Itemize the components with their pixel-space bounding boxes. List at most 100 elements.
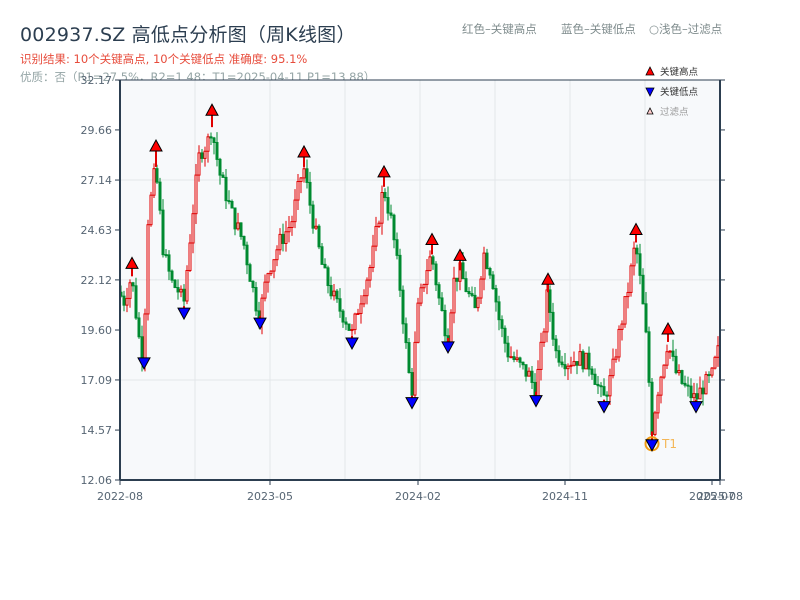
candle-down xyxy=(200,152,204,159)
candle-down xyxy=(464,278,468,293)
candle-down xyxy=(281,233,285,245)
candle-up xyxy=(509,356,513,359)
candle-up xyxy=(374,225,378,247)
x-tick-label: 2024-11 xyxy=(542,490,588,503)
result-summary: 识别结果: 10个关键高点, 10个关键低点 准确度: 95.1% xyxy=(20,52,308,66)
y-tick-label: 17.09 xyxy=(81,374,113,387)
candle-down xyxy=(554,338,558,352)
candle-down xyxy=(239,222,243,237)
candle-down xyxy=(224,176,228,202)
candle-down xyxy=(209,136,213,139)
candle-up xyxy=(356,312,360,315)
candle-up xyxy=(272,259,276,272)
candle-down xyxy=(317,225,321,248)
candle-up xyxy=(263,281,267,299)
candle-down xyxy=(437,284,441,299)
y-tick-label: 27.14 xyxy=(81,174,113,187)
candle-down xyxy=(344,321,348,325)
legend-filtered-icon xyxy=(646,107,654,115)
candle-down xyxy=(473,294,477,309)
low-marker-icon xyxy=(253,317,267,331)
candle-down xyxy=(173,279,177,289)
low-marker-icon xyxy=(137,357,151,370)
candle-up xyxy=(332,290,336,297)
candle-down xyxy=(524,364,528,377)
high-marker-icon xyxy=(205,103,219,116)
candle-down xyxy=(431,256,435,265)
candle-up xyxy=(692,393,696,399)
candle-down xyxy=(470,293,474,296)
candle-up xyxy=(197,152,201,176)
candle-down xyxy=(245,244,249,266)
top-legend-light-label: ○浅色–过滤点 xyxy=(649,22,723,36)
candle-down xyxy=(161,209,165,256)
candle-up xyxy=(149,194,153,226)
candle-down xyxy=(176,287,180,293)
candle-up xyxy=(626,291,630,298)
candle-down xyxy=(680,370,684,384)
candle-down xyxy=(560,361,564,366)
candle-up xyxy=(425,270,429,285)
high-marker-icon xyxy=(629,222,643,236)
candle-up xyxy=(611,358,615,377)
candle-down xyxy=(164,254,168,257)
candle-up xyxy=(578,351,582,366)
candle-up xyxy=(584,352,588,370)
candle-up xyxy=(290,221,294,229)
y-tick-label: 22.12 xyxy=(81,274,113,287)
high-marker-icon xyxy=(661,321,675,335)
candle-up xyxy=(236,222,240,230)
candle-down xyxy=(182,288,186,302)
candle-down xyxy=(488,268,492,276)
candle-up xyxy=(314,225,318,229)
candle-down xyxy=(323,263,327,269)
candle-up xyxy=(275,249,279,261)
candle-down xyxy=(131,282,135,287)
high-marker-icon xyxy=(425,232,439,245)
candle-up xyxy=(365,279,369,297)
candle-down xyxy=(134,285,138,319)
candle-down xyxy=(551,311,555,340)
candle-up xyxy=(371,245,375,269)
candle-up xyxy=(545,289,549,333)
candle-up xyxy=(716,345,720,358)
top-legend-red-label: 红色–关键高点 xyxy=(462,22,537,36)
candle-up xyxy=(449,312,453,343)
candle-up xyxy=(572,361,576,366)
candle-up xyxy=(698,387,702,400)
legend-low-icon xyxy=(645,87,655,97)
candle-up xyxy=(704,374,708,395)
candle-up xyxy=(179,288,183,293)
candle-up xyxy=(419,287,423,304)
candle-up xyxy=(536,368,540,400)
candle-up xyxy=(668,350,672,353)
candle-up xyxy=(539,341,543,370)
x-tick-label: 2023-05 xyxy=(247,490,293,503)
candle-down xyxy=(326,267,330,287)
candle-down xyxy=(641,274,645,305)
candle-up xyxy=(188,242,192,271)
x-tick-label: 2025-07 xyxy=(689,490,735,503)
candle-down xyxy=(521,361,525,366)
candle-up xyxy=(359,303,363,314)
candle-up xyxy=(269,270,273,275)
candle-down xyxy=(395,239,399,256)
candle-up xyxy=(380,192,384,224)
candle-up xyxy=(569,364,573,367)
candle-down xyxy=(683,382,687,386)
candle-down xyxy=(593,373,597,385)
candle-up xyxy=(623,296,627,325)
candle-down xyxy=(575,361,579,366)
candle-down xyxy=(596,383,600,387)
candle-up xyxy=(482,252,486,280)
candle-down xyxy=(248,264,252,282)
candle-up xyxy=(152,168,156,196)
candle-down xyxy=(233,207,237,230)
candle-down xyxy=(140,336,144,361)
candle-up xyxy=(203,150,207,159)
legend-high-icon xyxy=(645,66,655,76)
candle-down xyxy=(590,368,594,375)
candle-up xyxy=(662,364,666,378)
candle-up xyxy=(710,367,714,376)
candle-up xyxy=(287,227,291,233)
